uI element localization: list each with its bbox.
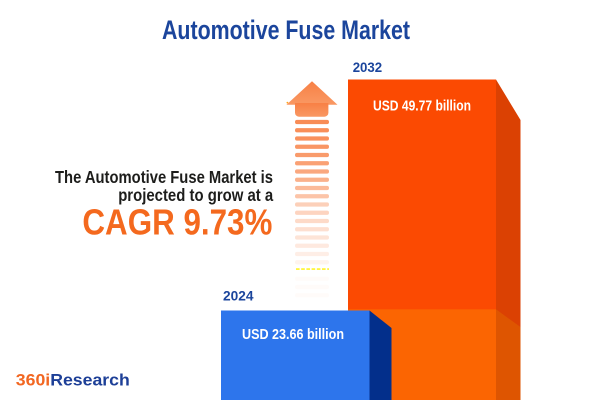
svg-text:The Automotive Fuse Market is: The Automotive Fuse Market is [55, 167, 273, 187]
svg-text:USD 49.77 billion: USD 49.77 billion [373, 98, 471, 115]
svg-text:projected to grow at a: projected to grow at a [118, 185, 273, 205]
svg-text:2024: 2024 [223, 288, 254, 304]
svg-text:2032: 2032 [353, 59, 383, 75]
svg-text:CAGR 9.73%: CAGR 9.73% [82, 202, 272, 243]
svg-text:USD 23.66 billion: USD 23.66 billion [242, 326, 344, 343]
svg-text:Automotive Fuse Market: Automotive Fuse Market [162, 15, 410, 45]
svg-text:360iResearch: 360iResearch [16, 371, 130, 390]
